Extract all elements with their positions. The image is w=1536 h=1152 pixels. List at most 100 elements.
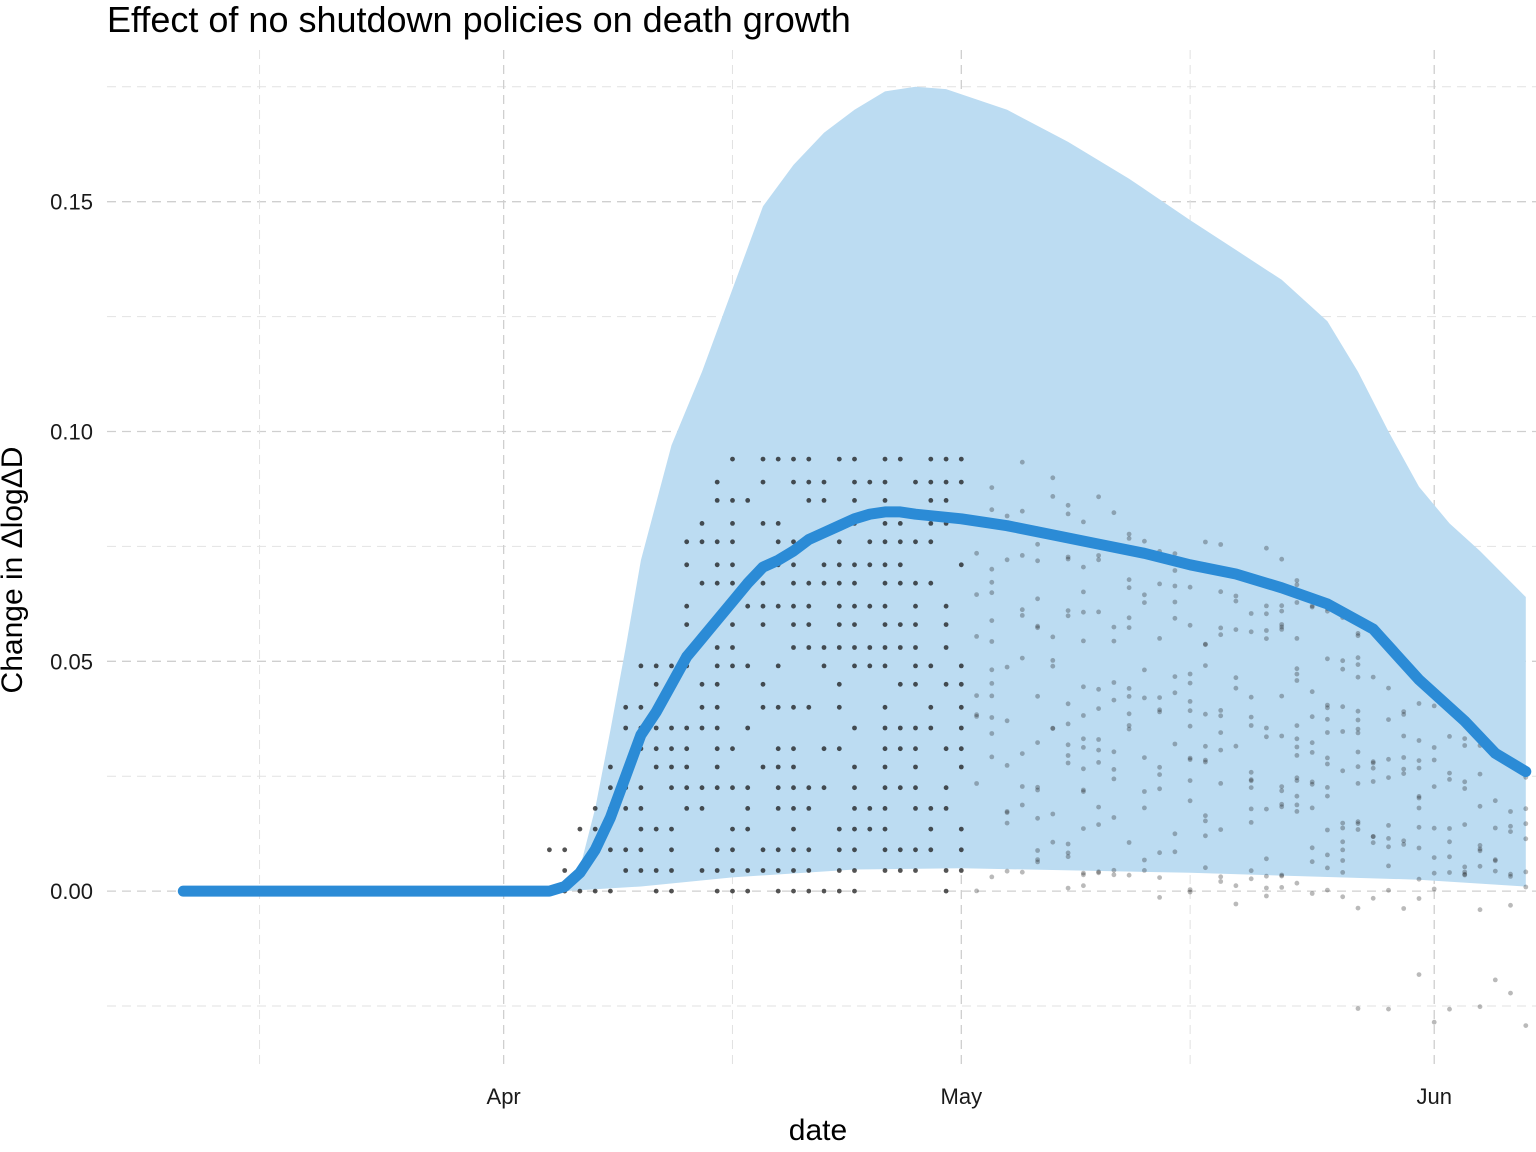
sample-point xyxy=(791,826,796,832)
sample-point xyxy=(1065,502,1071,508)
sample-point xyxy=(1370,759,1376,765)
sample-point xyxy=(958,746,964,752)
sample-point xyxy=(1325,852,1330,858)
sample-point xyxy=(760,622,766,627)
sample-point xyxy=(852,479,857,485)
sample-point xyxy=(1279,873,1285,879)
sample-point xyxy=(1264,545,1269,551)
sample-point xyxy=(1386,717,1391,722)
sample-point xyxy=(1065,556,1071,562)
sample-point xyxy=(806,456,812,462)
sample-point xyxy=(1081,736,1086,742)
sample-point xyxy=(745,725,751,731)
x-axis-title: date xyxy=(789,1114,847,1147)
sample-point xyxy=(836,622,842,627)
sample-point xyxy=(1157,764,1162,770)
sample-point xyxy=(1065,511,1071,517)
sample-point xyxy=(1142,789,1147,794)
sample-point xyxy=(775,521,781,526)
sample-point xyxy=(836,562,842,568)
sample-point xyxy=(1523,821,1529,827)
sample-point xyxy=(928,725,934,731)
sample-point xyxy=(974,781,979,786)
sample-point xyxy=(821,888,827,894)
sample-point xyxy=(684,806,690,811)
sample-point xyxy=(989,618,995,623)
sample-point xyxy=(821,479,827,485)
sample-point xyxy=(1187,680,1193,686)
sample-point xyxy=(1203,759,1208,765)
sample-point xyxy=(699,785,705,791)
sample-point xyxy=(1401,906,1407,911)
sample-point xyxy=(882,868,888,873)
sample-point xyxy=(974,888,979,894)
sample-point xyxy=(1096,553,1101,558)
sample-point xyxy=(775,806,781,811)
sample-point xyxy=(928,479,934,485)
sample-point xyxy=(608,888,613,894)
sample-point xyxy=(730,456,735,462)
sample-point xyxy=(1523,836,1529,842)
sample-point xyxy=(714,888,720,894)
sample-point xyxy=(1218,708,1224,713)
sample-point xyxy=(1355,631,1361,636)
sample-point xyxy=(1096,494,1101,500)
sample-point xyxy=(730,663,735,669)
sample-point xyxy=(760,681,766,687)
sample-point xyxy=(943,681,949,687)
sample-point xyxy=(1325,656,1330,662)
sample-point xyxy=(714,847,720,853)
sample-point xyxy=(821,645,827,650)
sample-point xyxy=(730,888,735,894)
sample-point xyxy=(1218,730,1224,735)
sample-point xyxy=(1416,805,1422,811)
sample-point xyxy=(1309,604,1315,610)
sample-point xyxy=(714,562,720,568)
sample-point xyxy=(1447,1006,1452,1012)
sample-point xyxy=(974,634,979,639)
sample-point xyxy=(1264,628,1269,633)
sample-point xyxy=(1187,723,1193,729)
sample-point xyxy=(1096,869,1101,875)
sample-point xyxy=(1142,592,1147,598)
sample-point xyxy=(882,562,888,568)
sample-point xyxy=(867,663,873,669)
sample-point xyxy=(867,645,873,650)
y-tick-label: 0.10 xyxy=(50,420,93,445)
sample-point xyxy=(806,479,812,485)
sample-point xyxy=(714,785,720,791)
sample-point xyxy=(958,681,964,687)
sample-point xyxy=(1111,749,1117,755)
sample-point xyxy=(882,498,888,503)
sample-point xyxy=(1447,839,1452,845)
sample-point xyxy=(1157,850,1162,856)
sample-point xyxy=(1035,787,1040,793)
sample-point xyxy=(1248,820,1254,825)
sample-point xyxy=(1492,977,1498,983)
sample-point xyxy=(760,479,766,485)
sample-point xyxy=(1355,1006,1361,1011)
sample-point xyxy=(699,539,705,545)
sample-point xyxy=(836,826,842,832)
sample-point xyxy=(1004,664,1010,670)
sample-point xyxy=(958,562,964,568)
sample-point xyxy=(867,539,873,545)
mean-line-layer xyxy=(177,506,1532,897)
sample-point xyxy=(638,826,644,832)
sample-point xyxy=(730,562,735,568)
sample-point xyxy=(1050,634,1056,640)
sample-point xyxy=(1462,869,1468,875)
sample-point xyxy=(1019,613,1025,618)
sample-point xyxy=(699,681,705,687)
sample-point xyxy=(1401,733,1407,739)
sample-point xyxy=(1462,871,1468,877)
sample-point xyxy=(730,868,735,873)
sample-point xyxy=(836,580,842,586)
chart-title: Effect of no shutdown policies on death … xyxy=(107,0,851,40)
y-tick-label: 0.15 xyxy=(50,190,93,215)
sample-point xyxy=(897,580,903,586)
sample-point xyxy=(1294,778,1300,783)
sample-point xyxy=(791,539,796,545)
sample-point xyxy=(775,888,781,894)
